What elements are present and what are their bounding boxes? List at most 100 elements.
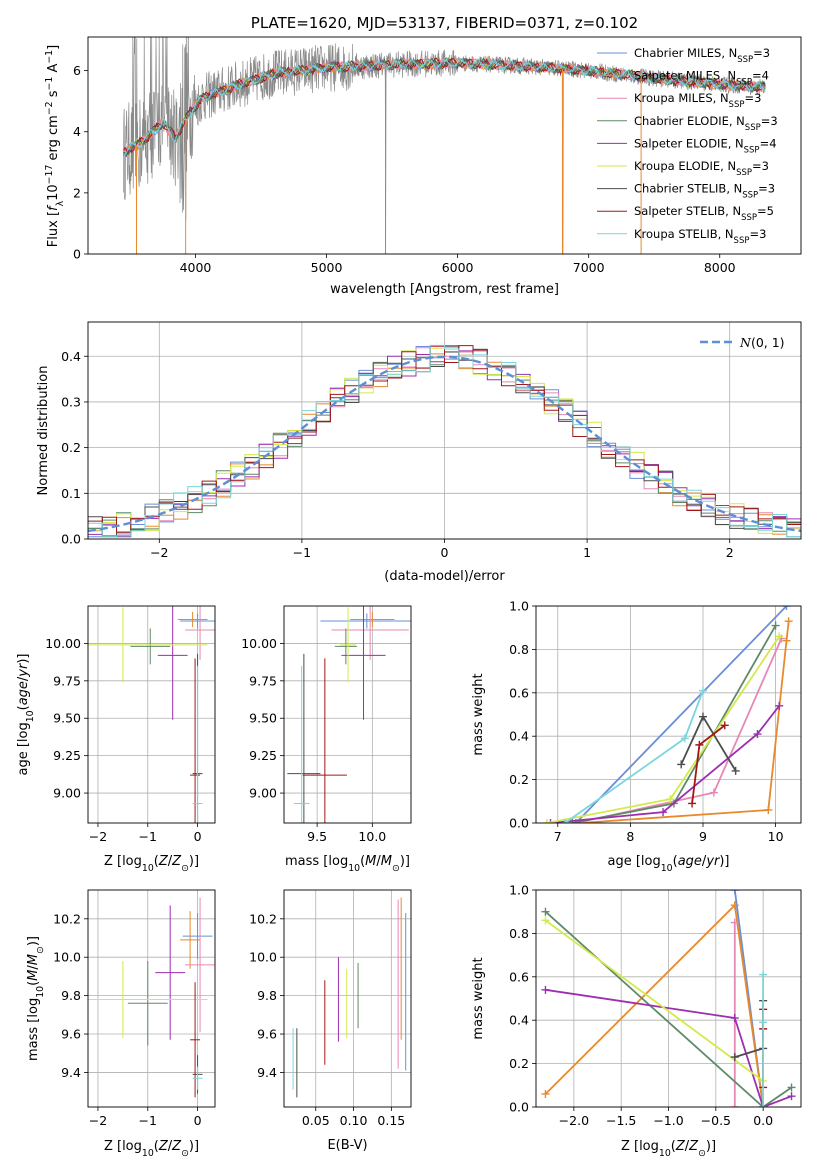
residuals-ylabel: Normed distribution <box>36 366 51 496</box>
y-tick-label: 9.4 <box>257 1065 277 1080</box>
x-tick-label: 4000 <box>180 260 212 275</box>
weight-marker-kroupa_miles <box>730 918 739 927</box>
weight-marker-chabrier_stelib <box>677 760 686 769</box>
y-tick-label: 9.75 <box>249 673 277 688</box>
age-mass-xlabel: mass [log10(M/M⊙)] <box>285 854 410 874</box>
y-tick-label: 0 <box>73 247 81 262</box>
weight-line-kroupa_elodie <box>544 919 764 1082</box>
y-tick-label: 0.0 <box>61 532 81 547</box>
y-tick-label: 9.00 <box>53 786 81 801</box>
x-tick-label: −1 <box>293 545 311 560</box>
x-tick-label: 6000 <box>442 260 474 275</box>
y-tick-label: 10.00 <box>241 636 277 651</box>
weight-marker-chabrier_elodie <box>771 621 780 630</box>
x-tick-label: 0 <box>194 1113 202 1128</box>
x-tick-label: 0.15 <box>377 1113 405 1128</box>
histogram-group <box>88 344 801 539</box>
spectrum-title: PLATE=1620, MJD=53137, FIBERID=0371, z=0… <box>251 14 638 32</box>
weight-marker-salpeter_elodie <box>753 730 762 739</box>
weight-marker-salpeter_miles <box>541 1089 550 1098</box>
errorbar-group <box>88 606 215 823</box>
x-tick-label: 10.0 <box>358 829 386 844</box>
x-tick-label: 0 <box>441 545 449 560</box>
y-tick-label: 9.25 <box>53 748 81 763</box>
y-tick-label: 9.75 <box>53 673 81 688</box>
legend-entry-kroupa_miles: Kroupa MILES, NSSP=3 <box>634 91 761 110</box>
gauss-legend-label: N(0, 1) <box>739 335 785 350</box>
weight-marker-kroupa_stelib <box>561 819 570 823</box>
y-tick-label: 1.0 <box>509 599 529 614</box>
y-tick-label: 4 <box>73 124 81 139</box>
weight-marker-salpeter_miles <box>730 901 739 910</box>
weight-group <box>541 890 796 1107</box>
legend-entry-chabrier_miles: Chabrier MILES, NSSP=3 <box>634 46 770 65</box>
axes-frame <box>535 605 802 824</box>
y-tick-label: 0.8 <box>509 926 529 941</box>
x-tick-label: 9 <box>699 829 707 844</box>
weight-marker-salpeter_stelib <box>688 799 697 808</box>
y-tick-label: 10.2 <box>53 911 81 926</box>
weight-age-ylabel: mass weight <box>471 673 486 755</box>
legend-entry-chabrier_elodie: Chabrier ELODIE, NSSP=3 <box>634 114 778 133</box>
age-z-ylabel: age [log10(age/yr)] <box>16 653 36 775</box>
weight-marker-kroupa_miles <box>730 1103 739 1107</box>
y-tick-label: 9.6 <box>61 1027 81 1042</box>
weight-marker-chabrier_elodie <box>787 1083 796 1092</box>
weight-marker-kroupa_elodie <box>541 916 550 925</box>
y-tick-label: 9.8 <box>257 988 277 1003</box>
x-tick-label: 2 <box>726 545 734 560</box>
weight-line-kroupa_elodie <box>546 635 780 823</box>
y-tick-label: 0.4 <box>509 1013 529 1028</box>
y-tick-label: 9.00 <box>249 786 277 801</box>
y-tick-label: 9.4 <box>61 1065 81 1080</box>
x-tick-label: 10 <box>768 829 784 844</box>
x-tick-label: 9.5 <box>307 829 327 844</box>
mass-z-ylabel: mass [log10(M/M⊙)] <box>26 936 46 1061</box>
y-tick-label: 6 <box>73 63 81 78</box>
x-tick-label: −1 <box>139 1113 157 1128</box>
weight-line-salpeter_elodie <box>550 705 780 823</box>
x-tick-label: 0.05 <box>302 1113 330 1128</box>
y-tick-label: 10.0 <box>249 950 277 965</box>
axes-frame <box>283 605 412 824</box>
weight-marker-salpeter_miles <box>764 805 773 814</box>
x-tick-label: −1.0 <box>653 1113 683 1128</box>
y-tick-label: 9.50 <box>249 711 277 726</box>
weight-line-salpeter_miles <box>579 621 790 823</box>
x-tick-label: 5000 <box>311 260 343 275</box>
spectrum-xlabel: wavelength [Angstrom, rest frame] <box>330 282 559 297</box>
weight-age-xlabel: age [log10(age/yr)] <box>607 854 729 874</box>
y-tick-label: 9.8 <box>61 988 81 1003</box>
weight-line-chabrier_miles <box>575 606 788 823</box>
weight-marker-salpeter_miles <box>784 617 793 626</box>
y-tick-label: 0.3 <box>61 394 81 409</box>
weight-marker-kroupa_elodie <box>542 819 551 823</box>
mass-ebv-xlabel: E(B-V) <box>327 1138 367 1153</box>
x-tick-label: −1.5 <box>606 1113 636 1128</box>
axes-frame <box>87 605 216 824</box>
x-tick-label: 8000 <box>704 260 736 275</box>
hist-step-kroupa_stelib <box>88 344 801 539</box>
y-tick-label: 0.4 <box>509 729 529 744</box>
y-tick-label: 0.0 <box>509 816 529 831</box>
y-tick-label: 10.2 <box>249 911 277 926</box>
x-tick-label: −2 <box>89 1113 107 1128</box>
x-tick-label: −2.0 <box>559 1113 589 1128</box>
errorbar-group <box>287 606 411 823</box>
weight-marker-chabrier_stelib <box>698 712 707 721</box>
x-tick-label: 0 <box>194 829 202 844</box>
weight-marker-salpeter_elodie <box>730 1014 739 1023</box>
weight-marker-salpeter_elodie <box>775 701 784 710</box>
y-tick-label: 9.6 <box>257 1027 277 1042</box>
weight-line-salpeter_elodie <box>545 988 792 1107</box>
weight-marker-kroupa_elodie <box>666 795 675 804</box>
model-fit-chabrier_stelib <box>123 57 766 157</box>
observed-spectrum <box>123 37 766 254</box>
legend-entry-salpeter_stelib: Salpeter STELIB, NSSP=5 <box>634 204 774 223</box>
weight-marker-salpeter_elodie <box>541 985 550 994</box>
legend-entry-kroupa_elodie: Kroupa ELODIE, NSSP=3 <box>634 159 769 178</box>
weight-marker-chabrier_elodie <box>541 907 550 916</box>
legend-entry-chabrier_stelib: Chabrier STELIB, NSSP=3 <box>634 182 775 201</box>
residuals-xlabel: (data-model)/error <box>384 569 505 584</box>
x-tick-label: 1 <box>583 545 591 560</box>
